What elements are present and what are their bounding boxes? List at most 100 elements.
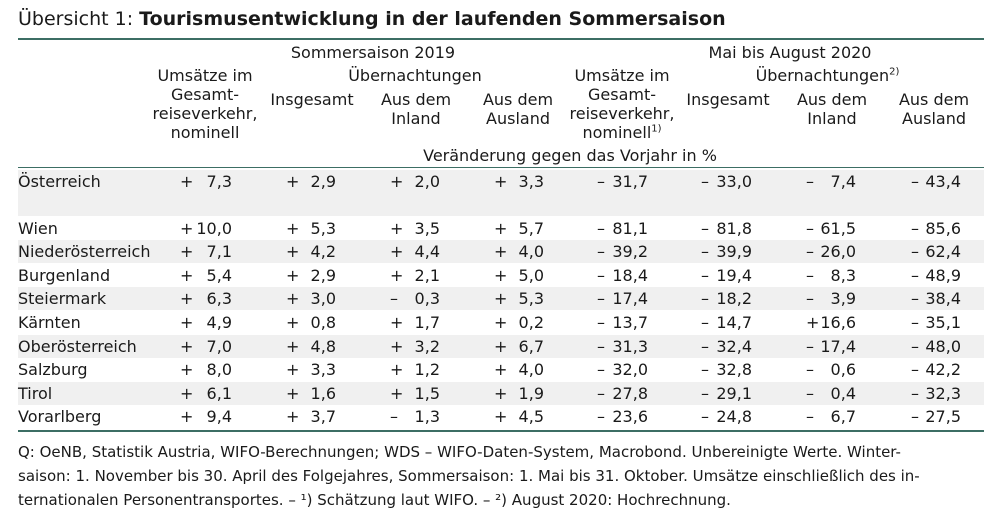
cell-value: 0,4: [830, 384, 856, 403]
cell-value: 2,9: [310, 266, 336, 285]
cell-sign: +: [180, 242, 194, 261]
cell-value: 18,2: [716, 289, 752, 308]
table-row: Burgenland +5,4 +2,9 +2,1 +5,0–18,4–19,4–8,3…: [0, 264, 1002, 287]
cell-sign: +: [180, 313, 194, 332]
row-label: Kärnten: [18, 313, 81, 332]
cell-sign: +: [390, 219, 404, 238]
table-cell: –32,0: [597, 360, 648, 379]
cell-sign: –: [597, 172, 605, 191]
table-cell: –48,9: [911, 266, 961, 285]
cell-sign: +: [494, 289, 508, 308]
cell-value: 26,0: [820, 242, 856, 261]
cell-value: 43,4: [925, 172, 961, 191]
table-cell: –0,3: [390, 289, 440, 308]
table-cell: –32,3: [911, 384, 961, 403]
cell-value: 24,8: [716, 407, 752, 426]
table-cell: –13,7: [597, 313, 648, 332]
cell-sign: –: [911, 242, 919, 261]
cell-value: 27,8: [612, 384, 648, 403]
cell-sign: –: [806, 337, 814, 356]
cell-sign: –: [806, 172, 814, 191]
cell-value: 4,8: [310, 337, 336, 356]
cell-sign: +: [494, 384, 508, 403]
table-cell: +2,1: [390, 266, 440, 285]
table-row: Österreich +7,3 +2,9 +2,0 +3,3–31,7–33,0–7,4…: [0, 170, 1002, 193]
cell-sign: +: [494, 337, 508, 356]
cell-value: 1,3: [414, 407, 440, 426]
cell-value: 27,5: [925, 407, 961, 426]
cell-value: 19,4: [716, 266, 752, 285]
cell-value: 17,4: [612, 289, 648, 308]
cell-value: 7,1: [206, 242, 232, 261]
table-cell: –14,7: [701, 313, 752, 332]
table-cell: +4,9: [180, 313, 232, 332]
cell-sign: +: [180, 289, 194, 308]
cell-value: 4,0: [518, 360, 544, 379]
cell-value: 3,9: [830, 289, 856, 308]
cell-value: 81,8: [716, 219, 752, 238]
cell-sign: +: [180, 172, 194, 191]
table-row: Wien +10,0 +5,3 +3,5 +5,7–81,1–81,8–61,5–85,…: [0, 217, 1002, 240]
cell-value: 6,7: [518, 337, 544, 356]
header-umsaetze-2020: Umsätze im Gesamt- reiseverkehr, nominel…: [568, 66, 676, 142]
header-ausland-2019: Aus dem Ausland: [482, 90, 554, 128]
cell-sign: –: [701, 266, 709, 285]
table-cell: +1,6: [286, 384, 336, 403]
table-cell: +0,2: [494, 313, 544, 332]
cell-sign: –: [806, 266, 814, 285]
cell-sign: –: [701, 219, 709, 238]
table-cell: –42,2: [911, 360, 961, 379]
cell-sign: –: [911, 289, 919, 308]
table-cell: –0,4: [806, 384, 856, 403]
table-cell: +2,9: [286, 172, 336, 191]
cell-sign: –: [701, 242, 709, 261]
cell-sign: +: [390, 360, 404, 379]
table-cell: –24,8: [701, 407, 752, 426]
cell-sign: –: [806, 219, 814, 238]
cell-sign: +: [180, 266, 194, 285]
cell-sign: +: [286, 242, 300, 261]
table-cell: +1,7: [390, 313, 440, 332]
header-group-2020: Mai bis August 2020: [708, 43, 872, 62]
table-cell: –33,0: [701, 172, 752, 191]
table-cell: +10,0: [180, 219, 232, 238]
cell-value: 32,8: [716, 360, 752, 379]
cell-value: 32,0: [612, 360, 648, 379]
table-cell: –6,7: [806, 407, 856, 426]
cell-sign: +: [390, 313, 404, 332]
cell-sign: –: [701, 289, 709, 308]
cell-sign: –: [701, 313, 709, 332]
row-label: Burgenland: [18, 266, 111, 285]
cell-sign: +: [390, 242, 404, 261]
table-cell: +16,6: [806, 313, 856, 332]
cell-value: 6,1: [206, 384, 232, 403]
cell-value: 38,4: [925, 289, 961, 308]
row-label: Salzburg: [18, 360, 88, 379]
cell-value: 3,0: [310, 289, 336, 308]
table-cell: –31,7: [597, 172, 648, 191]
table-cell: –17,4: [806, 337, 856, 356]
cell-value: 85,6: [925, 219, 961, 238]
header-umsaetze-2020-text: Umsätze im Gesamt- reiseverkehr, nominel…: [569, 66, 675, 142]
table-cell: –32,8: [701, 360, 752, 379]
table-cell: +7,0: [180, 337, 232, 356]
cell-sign: –: [806, 289, 814, 308]
cell-sign: –: [806, 242, 814, 261]
table-cell: –39,9: [701, 242, 752, 261]
table-cell: –18,4: [597, 266, 648, 285]
table-row: Steiermark +6,3 +3,0–0,3 +5,3–17,4–18,2–3,9…: [0, 287, 1002, 310]
cell-sign: –: [597, 313, 605, 332]
cell-sign: –: [911, 219, 919, 238]
cell-sign: –: [597, 219, 605, 238]
table-cell: +2,9: [286, 266, 336, 285]
cell-sign: +: [286, 172, 300, 191]
cell-sign: +: [180, 407, 194, 426]
cell-value: 4,5: [518, 407, 544, 426]
table-cell: +3,3: [494, 172, 544, 191]
table-cell: +9,4: [180, 407, 232, 426]
cell-value: 48,0: [925, 337, 961, 356]
row-label: Österreich: [18, 172, 101, 191]
header-rule: [18, 167, 984, 168]
table-cell: –27,8: [597, 384, 648, 403]
cell-value: 3,2: [414, 337, 440, 356]
